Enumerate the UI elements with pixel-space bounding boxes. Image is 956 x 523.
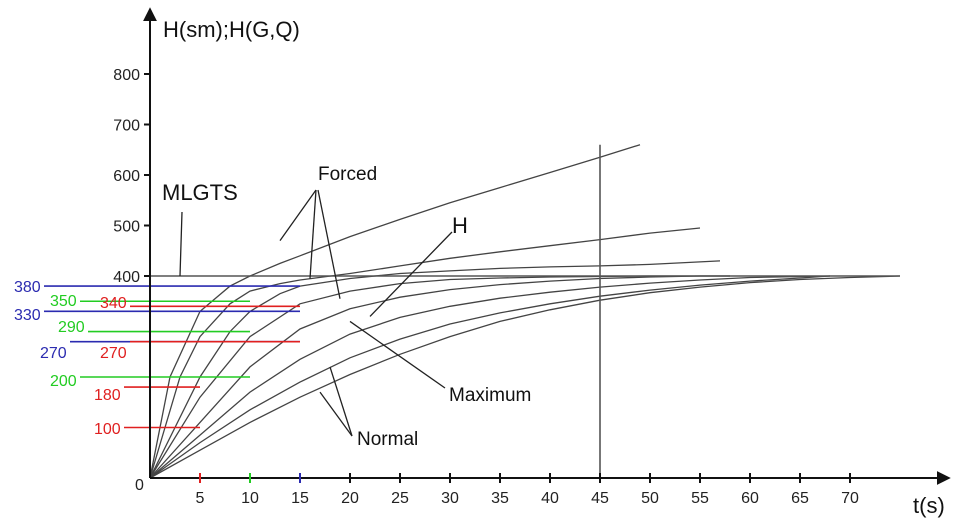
origin-label: 0 — [135, 477, 144, 494]
y-ticks: 400 500 600 700 800 — [113, 67, 150, 286]
x-tick-label-60: 60 — [741, 490, 759, 507]
h-annotation: H — [452, 213, 468, 238]
y-tick-label-700: 700 — [113, 118, 140, 135]
curve-6 — [149, 275, 831, 479]
h-pointer-1 — [369, 231, 453, 317]
y-tick-label-600: 600 — [113, 168, 140, 185]
marker-label-330: 330 — [14, 307, 41, 324]
curve-8 — [149, 275, 901, 479]
marker-label-340: 340 — [100, 295, 127, 312]
x-tick-label-25: 25 — [391, 490, 409, 507]
forced-annotation: Forced — [318, 164, 377, 185]
x-tick-label-15: 15 — [291, 490, 309, 507]
x-tick-label-20: 20 — [341, 490, 359, 507]
x-tick-label-50: 50 — [641, 490, 659, 507]
mlgts-pointer-1 — [179, 211, 183, 277]
marker-label-380: 380 — [14, 279, 41, 296]
forced-pointer-1 — [279, 189, 317, 242]
mlgts-annotation: MLGTS — [162, 180, 238, 205]
annotation-pointers — [179, 189, 453, 437]
marker-label-350: 350 — [50, 293, 77, 310]
y-axis-title: H(sm);H(G,Q) — [163, 17, 300, 42]
marker-label-100: 100 — [94, 421, 121, 438]
x-tick-label-10: 10 — [241, 490, 259, 507]
x-tick-label-55: 55 — [691, 490, 709, 507]
reference-lines — [150, 144, 900, 478]
x-tick-label-30: 30 — [441, 490, 459, 507]
marker-label-200: 200 — [50, 373, 77, 390]
marker-label-270: 270 — [100, 345, 127, 362]
x-tick-label-5: 5 — [196, 490, 205, 507]
x-tick-label-45: 45 — [591, 490, 609, 507]
y-tick-label-800: 800 — [113, 67, 140, 84]
marker-label-290: 290 — [58, 319, 85, 336]
x-tick-label-65: 65 — [791, 490, 809, 507]
x-ticks: 5 10 15 20 25 30 35 40 45 50 55 60 65 70 — [196, 473, 859, 507]
normal-pointer-2 — [319, 391, 353, 437]
y-tick-label-500: 500 — [113, 219, 140, 236]
maximum-annotation: Maximum — [449, 385, 531, 406]
x-axis-title: t(s) — [913, 493, 945, 518]
curve-5 — [149, 275, 730, 479]
forced-pointer-2 — [309, 189, 317, 279]
annotation-labels: MLGTS Forced H Maximum Normal — [162, 164, 531, 450]
maximum-pointer-1 — [349, 320, 446, 389]
x-tick-label-70: 70 — [841, 490, 859, 507]
curve-2 — [149, 227, 701, 479]
normal-pointer-1 — [329, 366, 353, 437]
y-tick-label-400: 400 — [113, 269, 140, 286]
curve-7 — [149, 275, 831, 479]
redaction-patches — [215, 30, 880, 410]
curve-1 — [149, 144, 641, 479]
forced-pointer-3 — [317, 189, 341, 299]
x-tick-label-40: 40 — [541, 490, 559, 507]
curve-3 — [149, 260, 721, 479]
marker-label-270: 270 — [40, 345, 67, 362]
x-tick-label-35: 35 — [491, 490, 509, 507]
normal-annotation: Normal — [357, 429, 418, 450]
marker-label-180: 180 — [94, 387, 121, 404]
curve-group — [149, 144, 901, 479]
marker-lines: 380 350 340 330 290 270 270 200 180 100 — [14, 279, 300, 438]
